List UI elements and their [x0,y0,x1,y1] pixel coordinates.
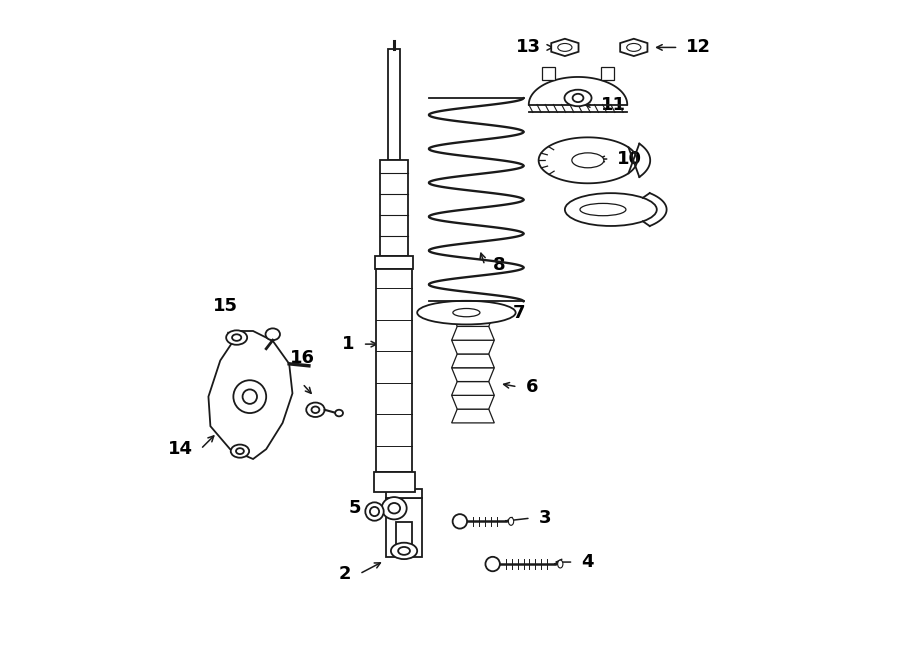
Text: 13: 13 [516,38,541,56]
Ellipse shape [233,380,266,413]
Ellipse shape [453,514,467,528]
Ellipse shape [485,557,500,571]
FancyBboxPatch shape [542,67,555,80]
Text: 7: 7 [512,304,525,322]
Ellipse shape [382,497,407,520]
Ellipse shape [564,89,591,106]
Ellipse shape [418,301,516,324]
Ellipse shape [572,153,604,167]
FancyBboxPatch shape [601,67,614,80]
Ellipse shape [626,44,641,52]
Ellipse shape [266,328,280,340]
Polygon shape [452,395,494,409]
Text: 15: 15 [213,297,238,314]
Ellipse shape [311,406,320,413]
Polygon shape [620,39,647,56]
Ellipse shape [391,543,418,559]
Ellipse shape [230,445,249,457]
Polygon shape [375,256,413,269]
Ellipse shape [370,507,379,516]
Text: 9: 9 [641,201,652,218]
Polygon shape [209,331,292,459]
Polygon shape [551,39,579,56]
Polygon shape [374,472,415,492]
Polygon shape [381,160,408,256]
Polygon shape [376,269,412,472]
Ellipse shape [243,389,257,404]
Polygon shape [452,409,494,423]
Text: 14: 14 [167,440,193,458]
Polygon shape [386,498,422,557]
Text: 10: 10 [617,150,643,168]
Text: 6: 6 [526,378,538,396]
Polygon shape [386,489,422,498]
Ellipse shape [508,518,514,526]
Polygon shape [388,49,400,160]
Polygon shape [452,340,494,354]
Text: 11: 11 [601,95,626,113]
Polygon shape [452,312,494,326]
Ellipse shape [453,308,480,316]
Text: 3: 3 [538,509,551,527]
Ellipse shape [388,503,400,514]
Ellipse shape [306,402,325,417]
Text: 5: 5 [349,499,362,517]
Text: 2: 2 [339,565,352,583]
Text: 1: 1 [342,335,355,353]
Ellipse shape [365,502,383,521]
Text: 16: 16 [290,349,315,367]
Ellipse shape [226,330,248,345]
Ellipse shape [335,410,343,416]
Ellipse shape [558,560,562,568]
Ellipse shape [572,94,583,102]
Ellipse shape [232,334,241,341]
Ellipse shape [236,448,244,454]
Ellipse shape [580,203,626,216]
Ellipse shape [398,547,410,555]
Ellipse shape [565,193,657,226]
Text: 8: 8 [492,256,505,274]
Ellipse shape [558,44,572,52]
Polygon shape [452,368,494,381]
Text: 4: 4 [581,553,594,571]
Polygon shape [452,381,494,395]
Text: 12: 12 [687,38,711,56]
Polygon shape [452,354,494,368]
Polygon shape [452,326,494,340]
